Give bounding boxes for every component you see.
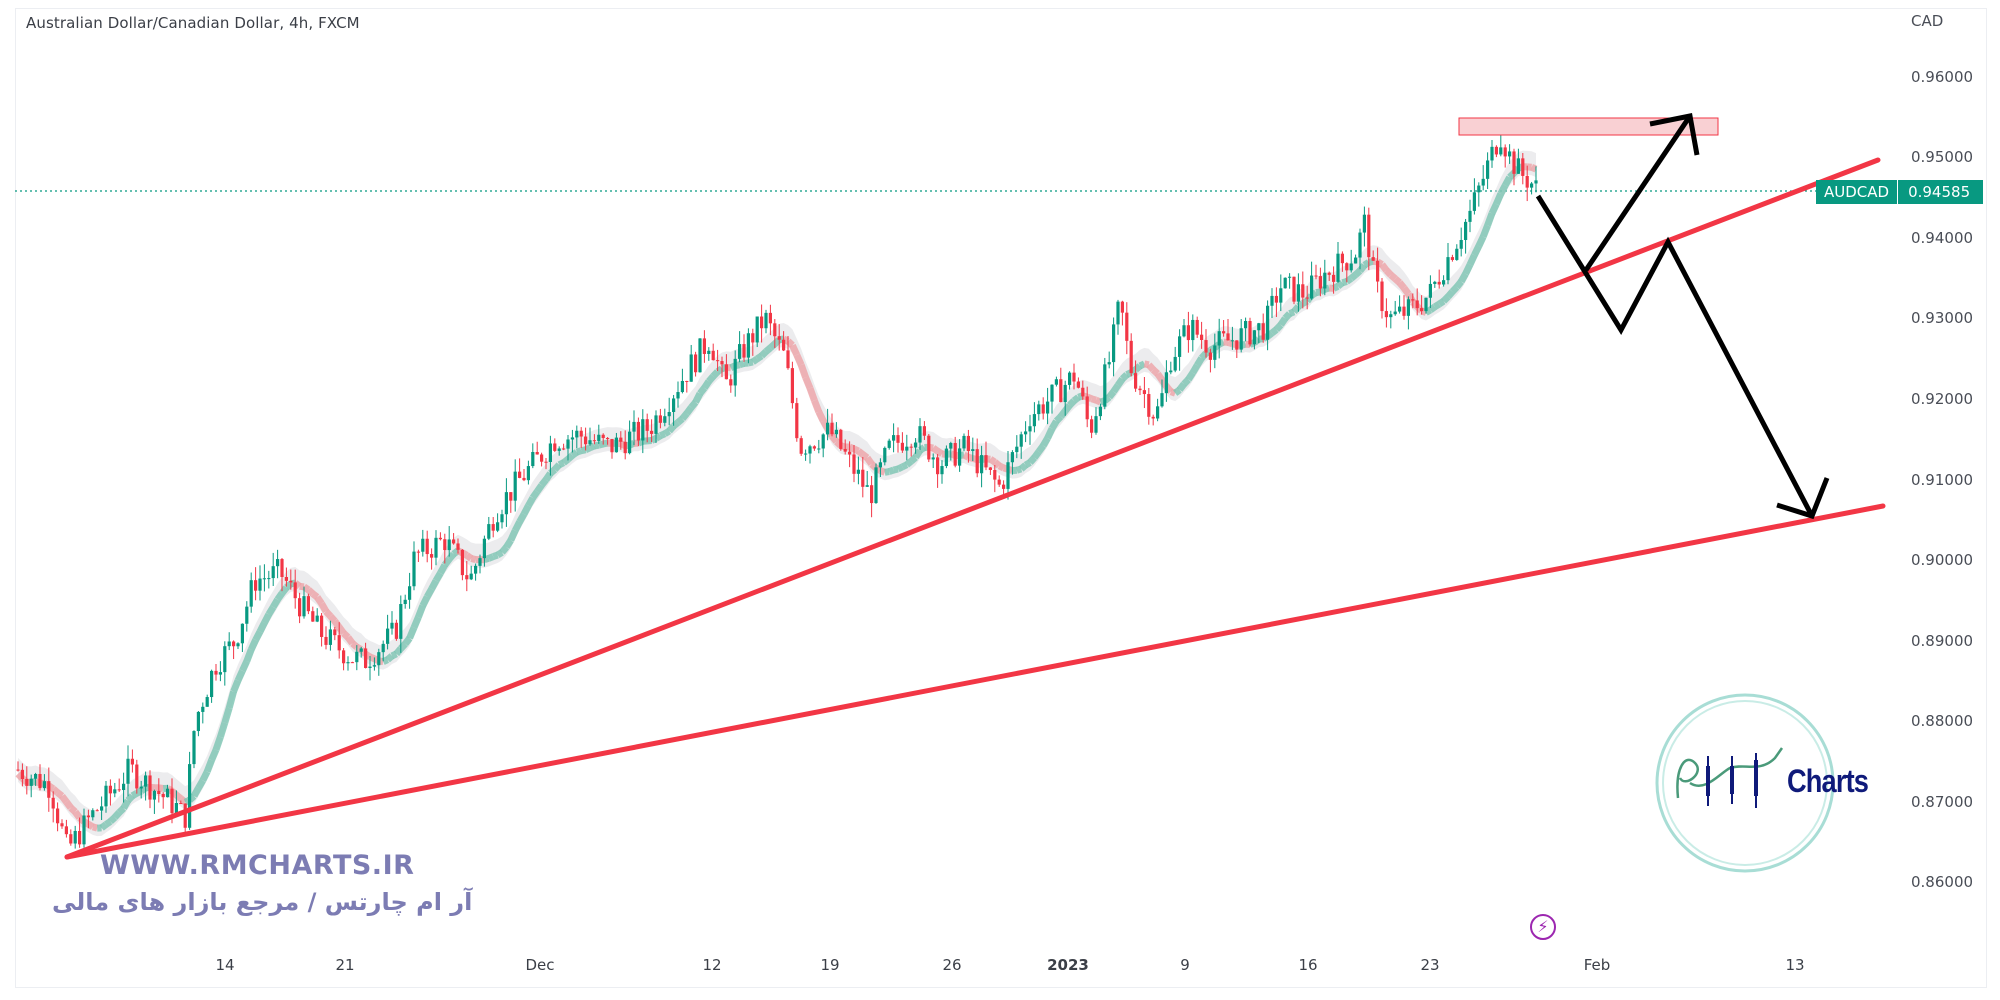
x-tick-label: 2023 bbox=[1047, 956, 1089, 974]
lightning-icon[interactable]: ⚡ bbox=[1530, 914, 1556, 940]
bearish-scenario-arrow[interactable] bbox=[1535, 194, 1815, 518]
x-tick-label: 14 bbox=[215, 956, 235, 974]
x-tick-label: 16 bbox=[1298, 956, 1318, 974]
lower-trendline[interactable] bbox=[64, 503, 1886, 860]
chart-frame bbox=[15, 8, 1987, 988]
y-tick-label: 0.91000 bbox=[1911, 471, 1974, 489]
bullish-scenario-arrow[interactable] bbox=[1583, 114, 1693, 272]
moving-average-ribbon bbox=[15, 150, 1538, 837]
x-tick-label: 23 bbox=[1420, 956, 1440, 974]
bearish-arrowhead bbox=[1776, 477, 1830, 520]
bullish-arrowhead bbox=[1649, 113, 1700, 156]
y-tick-label: 0.88000 bbox=[1911, 712, 1974, 730]
symbol-label: AUDCAD bbox=[1816, 180, 1899, 204]
y-tick-label: 0.89000 bbox=[1911, 632, 1974, 650]
y-tick-label: 0.86000 bbox=[1911, 873, 1974, 891]
candles bbox=[16, 134, 1538, 849]
chart-title: Australian Dollar/Canadian Dollar, 4h, F… bbox=[26, 14, 360, 32]
rmcharts-logo bbox=[1655, 693, 1835, 873]
x-tick-label: 12 bbox=[702, 956, 722, 974]
y-tick-label: 0.93000 bbox=[1911, 309, 1974, 327]
y-tick-label: 0.87000 bbox=[1911, 793, 1974, 811]
currency-label: CAD bbox=[1911, 12, 1944, 30]
x-tick-label: 19 bbox=[820, 956, 840, 974]
x-tick-label: Dec bbox=[525, 956, 555, 974]
last-price-tag: AUDCAD 0.94585 bbox=[1816, 180, 1984, 204]
y-tick-label: 0.90000 bbox=[1911, 551, 1974, 569]
last-price-value: 0.94585 bbox=[1898, 180, 1984, 204]
x-tick-label: 13 bbox=[1785, 956, 1805, 974]
logo-text: Charts bbox=[1787, 763, 1869, 799]
watermark-url: WWW.RMCHARTS.IR bbox=[100, 850, 415, 881]
x-tick-label: 9 bbox=[1180, 956, 1190, 974]
y-tick-label: 0.95000 bbox=[1911, 148, 1974, 166]
x-tick-label: 26 bbox=[942, 956, 962, 974]
watermark-tagline: آر ام چارتس / مرجع بازار های مالی bbox=[52, 888, 473, 916]
upper-trendline[interactable] bbox=[64, 157, 1881, 860]
x-tick-label: Feb bbox=[1583, 956, 1611, 974]
x-tick-label: 21 bbox=[335, 956, 355, 974]
y-tick-label: 0.96000 bbox=[1911, 68, 1974, 86]
y-tick-label: 0.92000 bbox=[1911, 390, 1974, 408]
y-tick-label: 0.94000 bbox=[1911, 229, 1974, 247]
